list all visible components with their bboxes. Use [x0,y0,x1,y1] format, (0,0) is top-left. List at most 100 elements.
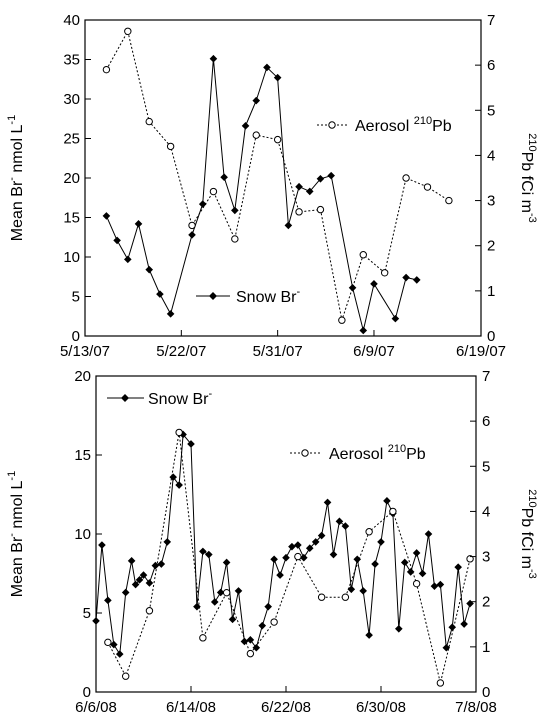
bot-aerosol-point [294,552,302,561]
top-aerosol-point [359,251,367,259]
bottom-legend-snow-label: Snow Br- [148,388,212,408]
bot-aerosol-point [222,588,231,597]
bot-snow-point [365,631,373,639]
bot-snow-point [121,588,130,597]
top-legend-aerosol-marker [328,121,336,129]
top-right-axis-title: 210Pb fCi m-3 [518,133,538,222]
bot-left-tick-label: 20 [74,368,91,385]
top-left-tick-label: 40 [63,12,80,29]
bot-aerosol-point [466,555,474,563]
bot-snow-point [282,553,290,562]
bot-x-tick-label: 6/14/08 [166,699,216,716]
bot-aerosol-point [412,579,421,588]
top-left-tick-label: 0 [72,328,80,345]
bot-snow-point [448,623,457,632]
bot-snow-point [436,580,445,589]
top-legend-aerosol-label: Aerosol 210Pb [355,115,452,135]
bot-snow-point [131,580,140,589]
top-snow-point [359,326,368,335]
top-left-tick-label: 25 [63,131,80,148]
bot-aerosol-point [104,638,112,647]
top-snow-point [113,236,121,245]
top-right-tick-label: 3 [487,193,495,210]
top-left-tick-label: 20 [63,170,80,187]
bot-snow-point [205,550,213,559]
top-aerosol-point [188,221,196,230]
bot-snow-point [288,542,296,551]
top-aerosol-point [252,131,260,139]
top-right-tick-label: 4 [487,147,495,164]
bot-snow-point [252,643,261,652]
bot-aerosol-point [365,528,373,536]
bot-snow-point [246,636,255,644]
bot-snow-point [353,555,362,564]
bot-aerosol-point [341,593,350,601]
top-snow-point [198,200,207,208]
bot-snow-point [424,530,433,538]
bot-snow-point [400,558,409,567]
top-x-tick-label: 6/9/07 [353,343,395,360]
top-aerosol-point [380,269,389,277]
bot-snow-point [395,625,403,633]
bot-right-tick-label: 6 [482,413,490,430]
bot-right-tick-label: 3 [482,549,490,566]
top-snow-point [327,171,335,180]
bot-snow-point [317,531,326,540]
top-snow-point [231,206,239,215]
top-aerosol-point [209,187,218,196]
bot-right-tick-label: 5 [482,458,490,475]
bot-snow-point [305,544,314,553]
bot-left-tick-label: 5 [83,605,91,622]
bot-snow-point [264,602,272,611]
bot-snow-point [454,563,462,571]
bot-snow-point [276,571,284,579]
bot-right-tick-label: 7 [482,368,490,385]
top-aerosol-point [445,196,453,205]
bot-snow-point [270,555,278,564]
top-snow-point [412,276,421,284]
bot-snow-point [460,620,468,628]
top-snow-point [316,174,325,183]
top-left-tick-label: 30 [63,91,80,108]
top-legend-snow-label: Snow Br- [236,286,300,306]
bot-aerosol-point [121,672,130,680]
bot-snow-point [377,538,385,546]
bot-snow-point [240,637,249,646]
top-snow-point [252,96,261,105]
bot-snow-point [335,517,344,526]
bot-snow-point [359,587,367,595]
top-aerosol-point [102,65,111,74]
top-snow-point [241,122,250,130]
bot-snow-point [311,538,320,546]
bottom-left-axis-title: Mean Br- nmol L-1 [6,471,26,597]
bot-x-tick-label: 6/6/08 [75,699,117,716]
bot-snow-point [412,549,421,557]
top-snow-point [402,273,410,282]
bottom-legend-aerosol-marker [301,449,309,457]
top-snow-point [370,280,378,288]
bot-snow-point [371,560,379,568]
bot-snow-point [187,440,195,448]
bot-snow-point [383,497,391,505]
bot-snow-point [199,547,207,556]
top-left-tick-label: 10 [63,249,80,266]
bot-x-tick-label: 7/8/08 [455,699,497,716]
bot-snow-point [430,582,439,590]
top-snow-point [263,63,271,72]
top-chart-panel: 0 5 10 15 20 25 30 35 40 0 1 2 3 4 5 6 7 5/13/07 5/22/07… [6,12,538,360]
top-snow-point [156,290,164,298]
top-aerosol-point [316,205,325,214]
bot-x-tick-label: 6/22/08 [261,699,311,716]
top-snow-point [284,221,293,230]
top-aerosol-point [124,27,132,35]
bot-aerosol-point [436,679,445,687]
top-snow-point [305,187,314,196]
top-x-tick-label: 5/13/07 [60,343,110,360]
top-aerosol-point [338,316,346,324]
bot-aerosol-point [317,593,326,601]
bot-snow-point [110,640,118,649]
bot-snow-point [329,550,338,559]
bottom-right-axis-title: 210Pb fCi m-3 [518,489,538,578]
top-snow-point [166,310,175,318]
top-snow-point [348,284,357,292]
